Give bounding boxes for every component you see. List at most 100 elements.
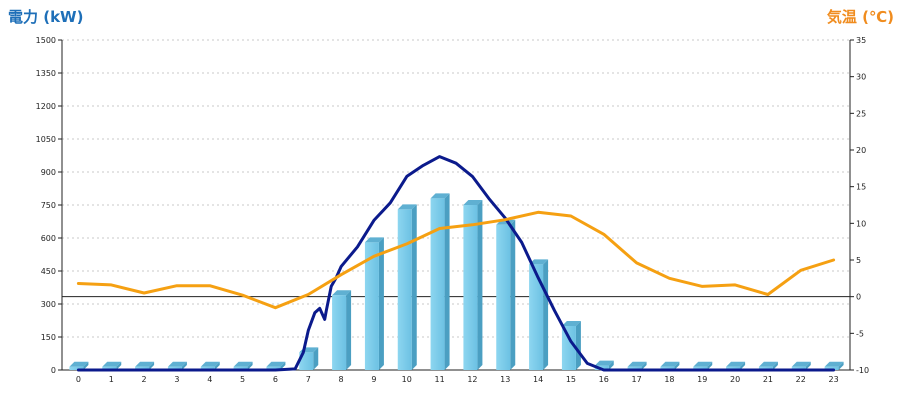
series-lines xyxy=(76,155,836,372)
power-bar-top xyxy=(135,361,155,367)
left-tick-label: 900 xyxy=(41,168,56,177)
x-tick-label: 20 xyxy=(730,375,740,384)
power-bar-side xyxy=(214,361,220,370)
power-bar xyxy=(200,361,220,370)
power-bar-top xyxy=(693,361,713,367)
left-tick-label: 300 xyxy=(41,300,56,309)
grid-lines xyxy=(62,39,850,338)
power-bar-top xyxy=(233,361,253,367)
left-tick-label: 0 xyxy=(51,366,56,375)
power-bar xyxy=(332,290,352,370)
x-tick-label: 13 xyxy=(500,375,510,384)
power-bar-side xyxy=(83,361,89,370)
power-bar-front xyxy=(627,366,642,370)
x-tick-label: 2 xyxy=(142,375,147,384)
power-bar-top xyxy=(627,361,647,367)
power-bars xyxy=(69,193,844,370)
power-bar-top xyxy=(266,361,286,367)
power-bar xyxy=(102,361,122,370)
power-bar xyxy=(824,361,844,370)
x-tick-label: 5 xyxy=(240,375,245,384)
power-bar-front xyxy=(167,366,182,370)
power-bar-front xyxy=(364,242,379,370)
x-tick-label: 10 xyxy=(402,375,412,384)
power-bar-top xyxy=(726,361,746,367)
power-bar-side xyxy=(346,290,352,370)
power-bar-side xyxy=(707,361,713,370)
power-bar-front xyxy=(496,224,511,370)
power-bar-side xyxy=(608,360,614,370)
power-bar-side xyxy=(510,219,516,370)
temperature-line xyxy=(76,210,836,310)
power-bar xyxy=(233,361,253,370)
power-bar xyxy=(660,361,680,370)
power-bar-top xyxy=(660,361,680,367)
right-tick-label: -5 xyxy=(856,329,864,338)
left-axis-unit-title: 電力 (kW) xyxy=(8,8,84,26)
right-tick-label: 20 xyxy=(856,146,866,155)
x-tick-label: 23 xyxy=(828,375,838,384)
right-tick-label: 0 xyxy=(856,293,861,302)
x-tick-label: 6 xyxy=(273,375,278,384)
power-bar-top xyxy=(758,361,778,367)
power-bar-side xyxy=(772,361,778,370)
power-bar-front xyxy=(430,198,445,370)
power-bar-side xyxy=(411,204,417,370)
power-bar-side xyxy=(313,347,319,370)
x-tick-label: 3 xyxy=(174,375,179,384)
x-tick-label: 14 xyxy=(533,375,543,384)
power-bar-top xyxy=(364,237,384,243)
power-bar-front xyxy=(529,264,544,370)
x-tick-label: 11 xyxy=(434,375,444,384)
power-bar xyxy=(693,361,713,370)
tick-labels: 01503004506007509001050120013501500-10-5… xyxy=(36,36,869,384)
power-bar-top xyxy=(167,361,187,367)
power-bar-front xyxy=(463,205,478,370)
power-bar-front xyxy=(561,326,576,370)
power-bar xyxy=(627,361,647,370)
right-tick-label: 30 xyxy=(856,73,866,82)
power-bar xyxy=(69,361,89,370)
left-tick-label: 1200 xyxy=(36,102,56,111)
power-bar-side xyxy=(838,361,844,370)
power-bar-top xyxy=(529,259,549,265)
left-tick-label: 1500 xyxy=(36,36,56,45)
power-bar xyxy=(561,321,581,370)
power-bar-top xyxy=(397,204,417,210)
power-bar xyxy=(266,361,286,370)
power-bar-front xyxy=(397,209,412,370)
power-bar-top xyxy=(824,361,844,367)
right-tick-label: 15 xyxy=(856,183,866,192)
power-bar-side xyxy=(641,361,647,370)
power-bar xyxy=(299,347,319,370)
x-tick-label: 22 xyxy=(796,375,806,384)
x-tick-label: 1 xyxy=(109,375,114,384)
power-bar-top xyxy=(102,361,122,367)
power-bar-side xyxy=(378,237,384,370)
power-bar-top xyxy=(791,361,811,367)
power-bar xyxy=(463,200,483,370)
power-bar-front xyxy=(233,366,248,370)
power-bar xyxy=(364,237,384,370)
power-bar-top xyxy=(561,321,581,326)
power-bar xyxy=(726,361,746,370)
x-tick-label: 19 xyxy=(697,375,707,384)
right-tick-label: 35 xyxy=(856,36,866,45)
x-tick-label: 17 xyxy=(631,375,641,384)
left-tick-label: 150 xyxy=(41,333,56,342)
power-bar-top xyxy=(69,361,89,367)
power-bar-side xyxy=(477,200,483,370)
power-bar-side xyxy=(116,361,122,370)
power-bar-front xyxy=(266,366,281,370)
power-bar-front xyxy=(693,366,708,370)
power-bar-top xyxy=(594,360,614,366)
left-tick-label: 750 xyxy=(41,201,56,210)
right-tick-label: 25 xyxy=(856,109,866,118)
power-bar-top xyxy=(332,290,352,296)
x-tick-label: 8 xyxy=(339,375,344,384)
right-axis-unit-title: 気温 (℃) xyxy=(826,8,894,26)
power-bar-front xyxy=(726,366,741,370)
left-tick-label: 1050 xyxy=(36,135,56,144)
x-tick-label: 18 xyxy=(664,375,674,384)
